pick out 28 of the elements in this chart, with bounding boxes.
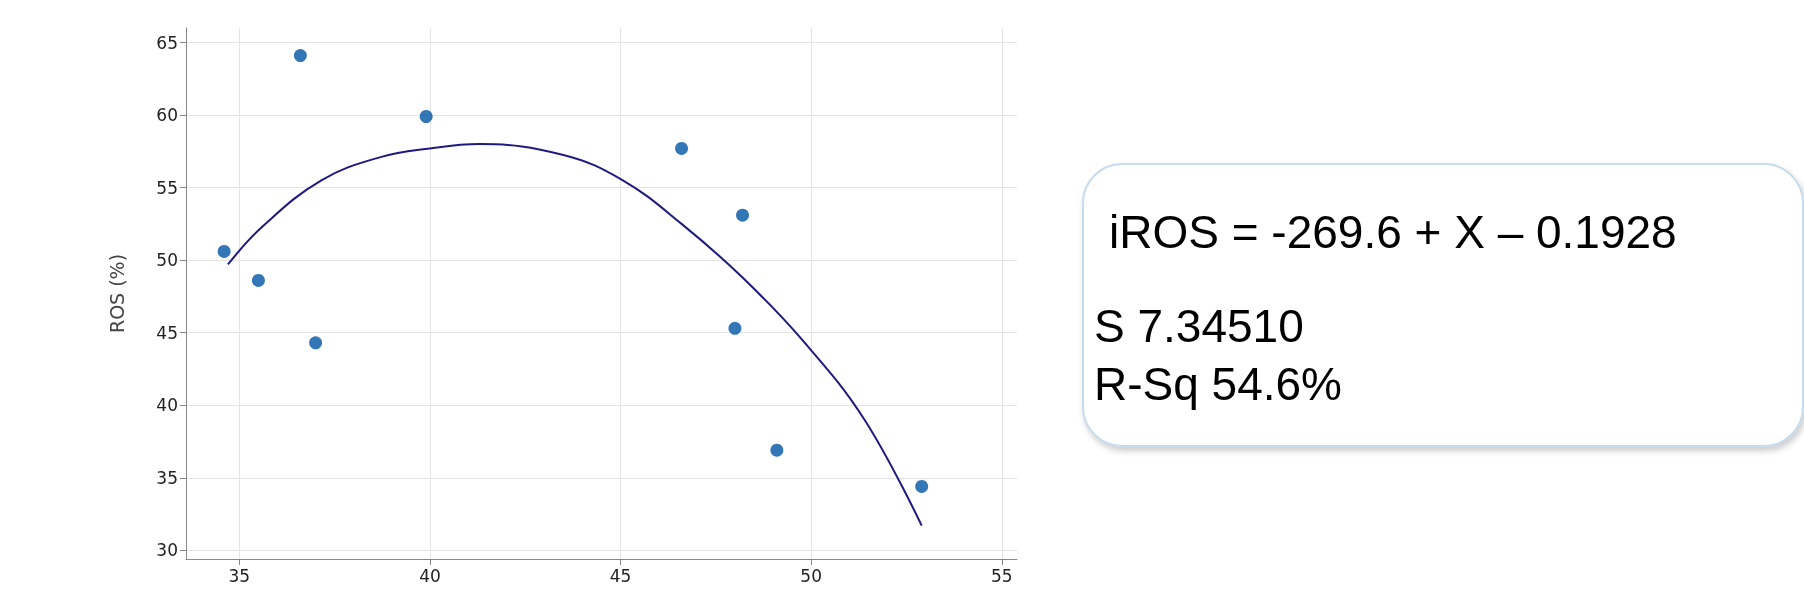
point: [675, 141, 689, 155]
x-tick-label: 55: [990, 565, 1013, 586]
y-tick-label: 60: [156, 105, 178, 126]
line-series: [226, 143, 923, 527]
text: S 7.34510: [1094, 298, 1305, 353]
y-tick-label: 55: [156, 177, 178, 198]
point: [251, 273, 265, 287]
point: [736, 208, 750, 222]
y-tick-label: 35: [156, 467, 178, 488]
x-tick-label: 35: [228, 565, 251, 586]
x-tick-label: 50: [800, 565, 822, 586]
y-tick-label: 40: [156, 395, 178, 416]
point: [770, 443, 784, 457]
y-tick-label: 30: [156, 540, 178, 561]
y-tick-label: 45: [156, 322, 178, 343]
y-axis-title: ROS (%): [105, 253, 128, 334]
point: [309, 336, 323, 350]
point: [915, 479, 929, 493]
x-tick-label: 40: [419, 565, 441, 586]
point: [728, 321, 742, 335]
text: iROS = -269.6 + X – 0.1928: [1109, 204, 1678, 259]
point: [293, 49, 307, 63]
point: [217, 244, 231, 258]
point: [419, 110, 433, 123]
y-tick-label: 50: [156, 250, 178, 271]
y-tick-label: 65: [156, 32, 178, 53]
text: R-Sq 54.6%: [1094, 356, 1343, 411]
x-tick-label: 45: [609, 565, 632, 586]
